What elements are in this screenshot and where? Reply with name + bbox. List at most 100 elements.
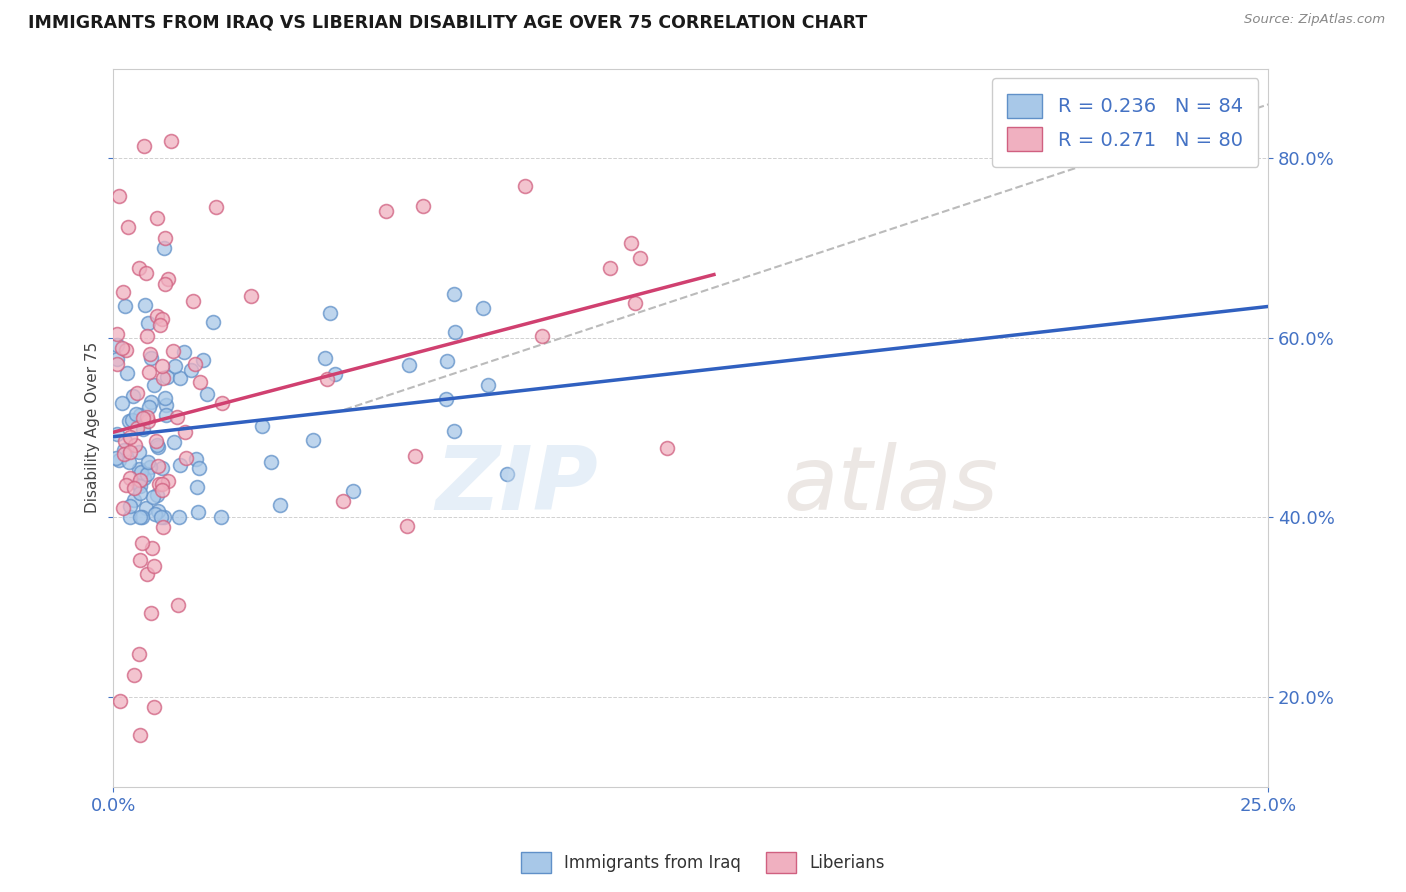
Point — [599, 261, 621, 276]
Point — [188, 375, 211, 389]
Point — [150, 483, 173, 497]
Point — [105, 357, 128, 371]
Point — [443, 287, 465, 301]
Point — [136, 567, 159, 582]
Point — [477, 378, 499, 392]
Point — [325, 367, 347, 381]
Point — [180, 362, 202, 376]
Point — [128, 408, 150, 422]
Point — [146, 488, 169, 502]
Point — [153, 510, 176, 524]
Point — [145, 309, 167, 323]
Point — [148, 476, 170, 491]
Point — [105, 426, 128, 441]
Point — [150, 311, 173, 326]
Point — [122, 389, 145, 403]
Point — [135, 409, 157, 424]
Point — [112, 442, 135, 457]
Point — [128, 473, 150, 487]
Point — [145, 434, 167, 448]
Point — [620, 236, 643, 251]
Point — [136, 328, 159, 343]
Point — [114, 299, 136, 313]
Text: ZIP: ZIP — [436, 442, 599, 529]
Point — [132, 422, 155, 436]
Point — [163, 434, 186, 449]
Point — [141, 394, 163, 409]
Point — [302, 433, 325, 447]
Point — [146, 504, 169, 518]
Point — [128, 461, 150, 475]
Point — [412, 199, 434, 213]
Point — [169, 458, 191, 472]
Point — [108, 694, 131, 708]
Point — [211, 395, 233, 409]
Point — [118, 454, 141, 468]
Point — [150, 359, 173, 373]
Point — [127, 476, 149, 491]
Point — [443, 424, 465, 438]
Point — [135, 467, 157, 482]
Point — [138, 414, 160, 428]
Point — [138, 365, 160, 379]
Point — [131, 536, 153, 550]
Point — [117, 414, 139, 428]
Point — [139, 347, 162, 361]
Point — [132, 410, 155, 425]
Point — [114, 343, 136, 357]
Point — [513, 179, 536, 194]
Point — [122, 668, 145, 682]
Point — [155, 398, 177, 412]
Point — [114, 477, 136, 491]
Text: IMMIGRANTS FROM IRAQ VS LIBERIAN DISABILITY AGE OVER 75 CORRELATION CHART: IMMIGRANTS FROM IRAQ VS LIBERIAN DISABIL… — [28, 13, 868, 31]
Point — [436, 354, 458, 368]
Point — [136, 455, 159, 469]
Point — [162, 344, 184, 359]
Point — [628, 252, 651, 266]
Point — [472, 301, 495, 316]
Point — [118, 500, 141, 514]
Point — [112, 447, 135, 461]
Point — [319, 306, 342, 320]
Point — [153, 231, 176, 245]
Point — [107, 326, 129, 341]
Point — [129, 479, 152, 493]
Point — [169, 371, 191, 385]
Point — [146, 438, 169, 452]
Point — [156, 272, 179, 286]
Point — [404, 449, 426, 463]
Point — [120, 471, 142, 485]
Point — [155, 391, 177, 405]
Point — [186, 451, 208, 466]
Point — [122, 493, 145, 508]
Point — [150, 477, 173, 491]
Point — [143, 559, 166, 574]
Point — [163, 359, 186, 373]
Point — [193, 352, 215, 367]
Point — [146, 459, 169, 474]
Point — [624, 296, 647, 310]
Point — [167, 510, 190, 524]
Point — [114, 434, 136, 448]
Y-axis label: Disability Age Over 75: Disability Age Over 75 — [86, 342, 100, 513]
Point — [332, 493, 354, 508]
Point — [105, 351, 128, 366]
Point — [128, 647, 150, 661]
Point — [148, 318, 170, 332]
Point — [132, 471, 155, 485]
Point — [105, 338, 128, 352]
Point — [174, 451, 197, 466]
Point — [132, 138, 155, 153]
Point — [118, 445, 141, 459]
Point — [143, 507, 166, 521]
Point — [111, 285, 134, 300]
Point — [118, 510, 141, 524]
Point — [121, 413, 143, 427]
Point — [166, 409, 188, 424]
Point — [122, 481, 145, 495]
Point — [174, 425, 197, 439]
Point — [167, 599, 190, 613]
Point — [111, 396, 134, 410]
Point — [153, 241, 176, 255]
Point — [138, 400, 160, 414]
